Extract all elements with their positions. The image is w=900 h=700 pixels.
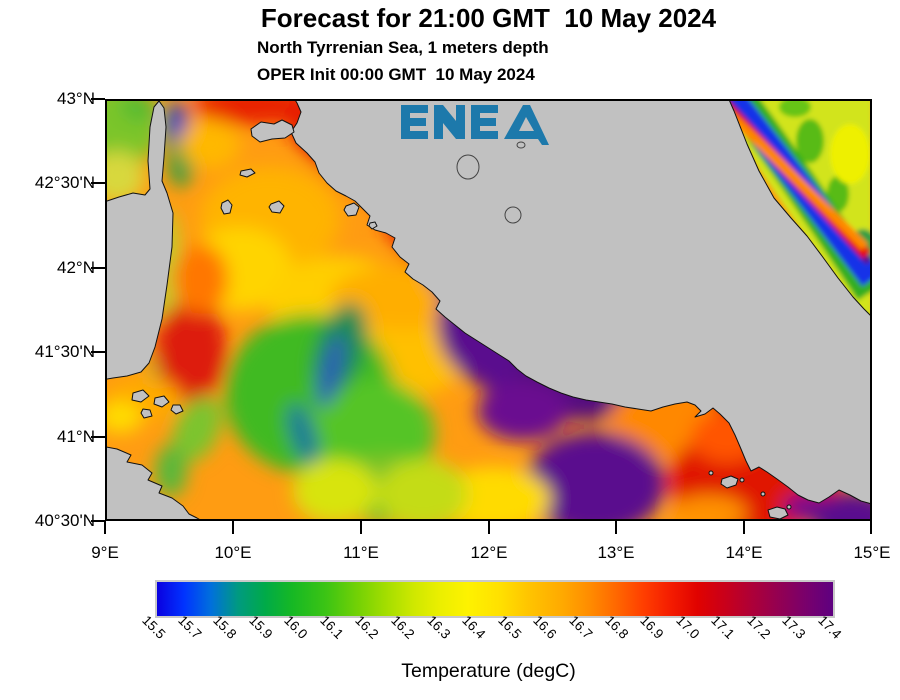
lake-outlines xyxy=(456,141,526,224)
small-island xyxy=(708,470,714,476)
giglio-island xyxy=(343,202,360,217)
small-island xyxy=(760,491,766,497)
x-axis-tick xyxy=(232,521,234,534)
y-axis-tick xyxy=(91,267,105,269)
x-axis-tick xyxy=(360,521,362,534)
lon-label-14e: 14°E xyxy=(725,543,763,562)
colorbar-tick: 17.4 xyxy=(815,612,845,642)
lon-label-15e: 15°E xyxy=(853,543,891,562)
logo-letter-a-delta xyxy=(504,105,549,145)
giannutri-island xyxy=(368,221,378,230)
x-axis-tick xyxy=(615,521,617,534)
page-title: Forecast for 21:00 GMT 10 May 2024 xyxy=(260,3,717,33)
lat-label-4130n: 41°30'N xyxy=(34,342,95,361)
maddalena-island xyxy=(131,389,150,403)
x-axis-tick xyxy=(104,521,106,534)
sst-map xyxy=(105,99,872,521)
enea-logo xyxy=(401,105,549,145)
sardinia-land xyxy=(105,446,204,521)
colorbar-title: Temperature (degC) xyxy=(401,660,576,682)
small-island xyxy=(739,477,745,483)
procida-island xyxy=(786,504,792,510)
y-axis-tick xyxy=(91,182,105,184)
corsica-land xyxy=(105,100,174,380)
logo-letter-n xyxy=(434,105,465,139)
ischia-island xyxy=(767,506,789,520)
lon-label-9e: 9°E xyxy=(91,543,119,562)
small-lake xyxy=(516,141,526,149)
colorbar-gradient xyxy=(157,582,833,616)
subtitle-region-depth: North Tyrrenian Sea, 1 meters depth xyxy=(257,38,549,57)
lat-label-4030n: 40°30'N xyxy=(34,511,95,530)
maddalena-island xyxy=(140,408,153,419)
maddalena-island xyxy=(153,395,170,408)
y-axis-tick xyxy=(91,351,105,353)
colorbar xyxy=(155,580,835,618)
logo-letter-e2 xyxy=(471,105,498,139)
x-axis-tick xyxy=(743,521,745,534)
capraia-island xyxy=(220,199,233,215)
y-axis-tick xyxy=(91,98,105,100)
subtitle-init-time: OPER Init 00:00 GMT 10 May 2024 xyxy=(257,65,535,84)
pianosa-island xyxy=(239,168,256,178)
maddalena-island xyxy=(170,404,184,415)
y-axis-tick xyxy=(91,436,105,438)
italy-mainland xyxy=(290,99,872,505)
logo-letter-e1 xyxy=(401,105,428,139)
lat-label-42n: 42°N xyxy=(57,258,95,277)
ponza-island xyxy=(720,475,739,489)
lon-label-12e: 12°E xyxy=(470,543,508,562)
x-axis-tick xyxy=(488,521,490,534)
montecristo-island xyxy=(268,200,285,214)
map-frame xyxy=(105,99,872,521)
lat-label-4230n: 42°30'N xyxy=(34,173,95,192)
sst-map-canvas xyxy=(105,99,872,521)
lat-label-43n: 43°N xyxy=(57,89,95,108)
lon-label-11e: 11°E xyxy=(343,543,379,562)
land-masses xyxy=(105,99,872,521)
lon-label-10e: 10°E xyxy=(214,543,252,562)
lat-label-41n: 41°N xyxy=(57,427,95,446)
elba-island xyxy=(250,119,295,143)
lake-bracciano xyxy=(504,206,522,224)
y-axis-tick xyxy=(91,520,105,522)
lake-bolsena xyxy=(456,154,480,180)
x-axis-tick xyxy=(870,521,872,534)
lon-label-13e: 13°E xyxy=(597,543,635,562)
